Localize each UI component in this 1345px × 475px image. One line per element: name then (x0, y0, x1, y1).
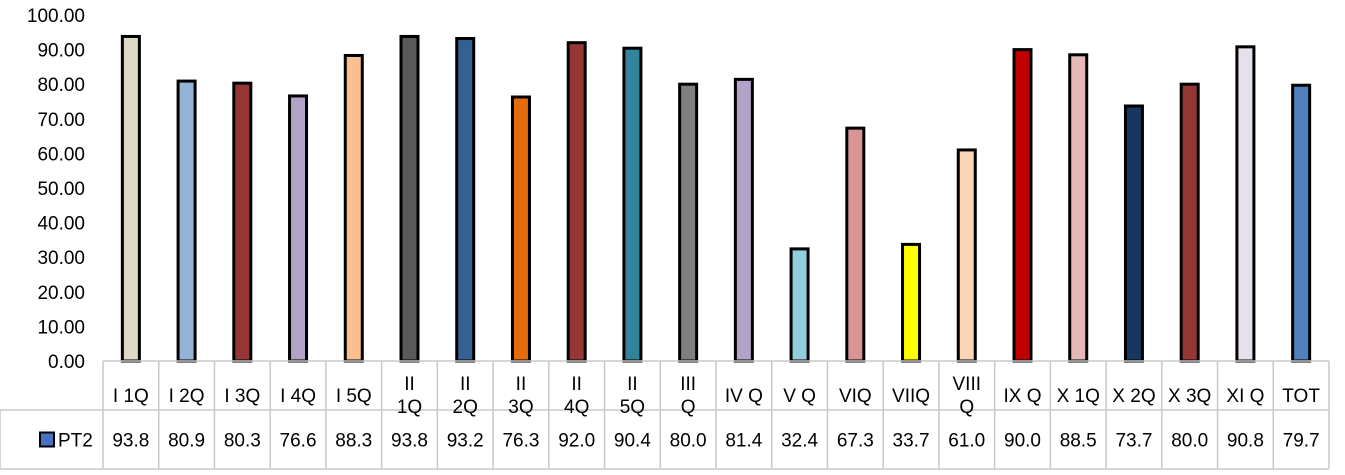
category-label: II (404, 374, 415, 395)
category-label: II (516, 374, 527, 395)
data-value: 90.0 (1004, 431, 1041, 452)
data-value: 88.5 (1060, 431, 1097, 452)
data-value: 76.3 (502, 431, 539, 452)
bar-i-3q (232, 81, 253, 363)
data-value: 88.3 (335, 431, 372, 452)
category-label: 3Q (508, 397, 533, 418)
y-axis: 0.00 10.00 20.00 30.00 40.00 50.00 60.00 70.00 8… (27, 6, 85, 373)
y-tick-label: 40.00 (37, 214, 85, 235)
data-value: 80.3 (224, 431, 261, 452)
bar-v-q (789, 247, 810, 363)
data-value: 93.2 (447, 431, 484, 452)
category-label: 4Q (564, 397, 589, 418)
data-value: 80.0 (1171, 431, 1208, 452)
bar-iii-q (678, 82, 699, 363)
bar-x-3q (1179, 82, 1200, 363)
y-tick-label: 90.00 (37, 41, 85, 62)
data-value: 81.4 (725, 431, 762, 452)
category-label: Q (681, 397, 696, 418)
data-value: 61.0 (948, 431, 985, 452)
category-label: V Q (783, 386, 816, 407)
bar-viii-q (956, 148, 977, 363)
y-tick-label: 100.00 (27, 6, 85, 27)
category-label: II (571, 374, 582, 395)
bar-ii-3q (510, 95, 531, 363)
category-label: Q (959, 397, 974, 418)
data-value: 79.7 (1283, 431, 1320, 452)
y-tick-label: 60.00 (37, 144, 85, 165)
bar-ii-1q (399, 34, 420, 363)
y-tick-label: 80.00 (37, 75, 85, 96)
y-tick-label: 10.00 (37, 317, 85, 338)
y-tick-label: 70.00 (37, 110, 85, 131)
category-label: VIQ (839, 386, 872, 407)
category-label: I 5Q (336, 386, 372, 407)
bar-ii-2q (455, 37, 476, 363)
bar-ii-5q (622, 46, 643, 363)
category-label: IX Q (1003, 386, 1041, 407)
category-label: II (460, 374, 471, 395)
legend-key-pt2 (39, 431, 55, 448)
data-value: 93.8 (391, 431, 428, 452)
category-label: X 2Q (1112, 386, 1155, 407)
category-label: XI Q (1226, 386, 1264, 407)
category-label: I 2Q (169, 386, 205, 407)
series-name: PT2 (58, 431, 93, 452)
data-value: 80.9 (168, 431, 205, 452)
data-value: 73.7 (1115, 431, 1152, 452)
category-label: IV Q (725, 386, 763, 407)
category-label: VIIQ (892, 386, 930, 407)
data-value: 90.4 (614, 431, 651, 452)
bar-x-2q (1123, 104, 1144, 363)
bar-iv-q (733, 77, 754, 363)
data-value: 92.0 (558, 431, 595, 452)
y-tick-label: 20.00 (37, 283, 85, 304)
category-label: X 1Q (1057, 386, 1100, 407)
category-label: I 3Q (224, 386, 260, 407)
bar-xi-q (1235, 45, 1256, 363)
category-label: 1Q (397, 397, 422, 418)
y-tick-label: 30.00 (37, 248, 85, 269)
category-label: II (627, 374, 638, 395)
data-table: I 1Q I 2Q I 3Q I 4Q I 5QII1QII2QII3QII4QII5Q… (0, 360, 1330, 470)
data-value: 80.0 (670, 431, 707, 452)
data-value: 90.8 (1227, 431, 1264, 452)
bar-tot (1291, 83, 1312, 363)
data-value: 76.6 (280, 431, 317, 452)
bar-viq (845, 126, 866, 363)
data-value: 32.4 (781, 431, 818, 452)
bar-i-1q (120, 34, 141, 363)
bar-i-2q (176, 79, 197, 363)
bar-viiq (901, 242, 922, 363)
category-label: VIII (953, 374, 982, 395)
bars (120, 34, 1312, 363)
category-label: III (680, 374, 696, 395)
y-tick-label: 0.00 (48, 352, 85, 373)
category-label: X 3Q (1168, 386, 1211, 407)
category-label: I 4Q (280, 386, 316, 407)
data-value: 93.8 (112, 431, 149, 452)
bar-i-4q (288, 94, 309, 363)
bar-i-5q (343, 53, 364, 363)
data-value: 33.7 (893, 431, 930, 452)
category-label: TOT (1282, 386, 1320, 407)
data-value: 67.3 (837, 431, 874, 452)
category-label: 5Q (620, 397, 645, 418)
bar-x-1q (1068, 53, 1089, 363)
bar-ii-4q (566, 41, 587, 363)
bar-ix-q (1012, 48, 1033, 363)
y-tick-label: 50.00 (37, 179, 85, 200)
category-label: 2Q (453, 397, 478, 418)
category-label: I 1Q (113, 386, 149, 407)
